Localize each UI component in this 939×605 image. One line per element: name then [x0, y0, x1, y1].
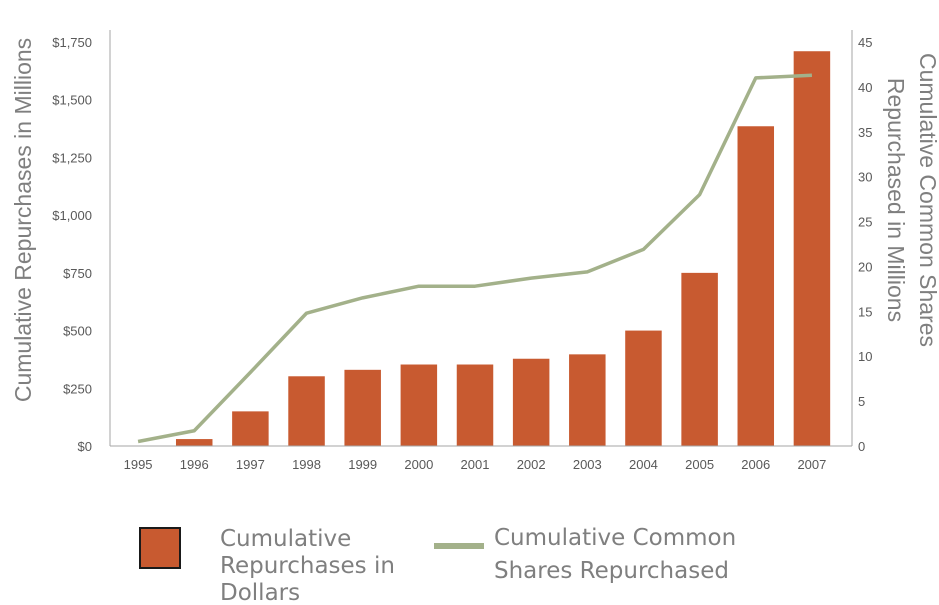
legend-bar-label-line3: Dollars: [220, 580, 300, 605]
x-tick-label: 2004: [629, 457, 658, 472]
y-tick-label: $1,250: [52, 150, 92, 165]
y-axis-title: Cumulative Repurchases in Millions: [10, 38, 36, 402]
bar-1999: [344, 369, 381, 446]
x-tick-label: 1996: [180, 457, 209, 472]
x-tick-label: 2007: [797, 457, 826, 472]
legend-bar-label-line2: Repurchases in: [220, 553, 395, 579]
x-tick-label: 2003: [573, 457, 602, 472]
legend-bar-label-line1: Cumulative: [220, 526, 351, 552]
x-tick-label: 2002: [517, 457, 546, 472]
y2-tick-label: 25: [858, 215, 872, 230]
y2-tick-label: 40: [858, 80, 872, 95]
bar-2000: [400, 364, 438, 446]
legend-line-label-line2: Shares Repurchased: [494, 558, 729, 584]
y2-axis-title-line1: Cumulative Common Shares: [915, 53, 939, 347]
x-tick-label: 1999: [348, 457, 377, 472]
bar-2002: [512, 358, 550, 446]
labels-layer: $0 $250 $500 $750 $1,000 $1,250 $1,500 $1,750 0 5…: [52, 35, 872, 472]
axes-layer: [109, 30, 853, 447]
y2-tick-label: 0: [858, 439, 865, 454]
bar-2001: [456, 364, 494, 446]
y-tick-label: $0: [78, 439, 92, 454]
legend-line-label-line1: Cumulative Common: [494, 525, 736, 551]
y2-tick-label: 35: [858, 125, 872, 140]
x-tick-label: 2005: [685, 457, 714, 472]
y-tick-label: $750: [63, 266, 92, 281]
bar-1996: [175, 439, 213, 446]
bar-1997: [232, 411, 269, 446]
y2-tick-label: 20: [858, 259, 872, 274]
x-tick-label: 2001: [461, 457, 490, 472]
x-tick-label: 2006: [741, 457, 770, 472]
y2-axis-title-line2: Repurchased in Millions: [883, 78, 909, 322]
bars-layer: [175, 51, 831, 446]
bar-2007: [793, 51, 831, 446]
y-tick-label: $1,500: [52, 93, 92, 108]
bar-1998: [288, 376, 325, 446]
x-tick-label: 1995: [124, 457, 153, 472]
y-tick-label: $1,750: [52, 35, 92, 50]
x-tick-label: 2000: [404, 457, 433, 472]
y-tick-label: $500: [63, 324, 92, 339]
y2-tick-label: 15: [858, 304, 872, 319]
y2-tick-label: 30: [858, 170, 872, 185]
legend: Cumulative Repurchases in Dollars Cumula…: [139, 525, 736, 605]
y-tick-label: $250: [63, 381, 92, 396]
x-tick-label: 1998: [292, 457, 321, 472]
bar-2006: [737, 126, 775, 446]
line-layer: [137, 73, 813, 444]
bar-2005: [681, 272, 718, 446]
bar-2004: [625, 330, 662, 446]
y2-tick-label: 45: [858, 35, 872, 50]
y2-tick-label: 5: [858, 394, 865, 409]
legend-bar-swatch: [139, 527, 181, 569]
y-tick-label: $1,000: [52, 208, 92, 223]
y2-tick-label: 10: [858, 349, 872, 364]
x-tick-label: 1997: [236, 457, 265, 472]
bar-2003: [569, 354, 606, 446]
